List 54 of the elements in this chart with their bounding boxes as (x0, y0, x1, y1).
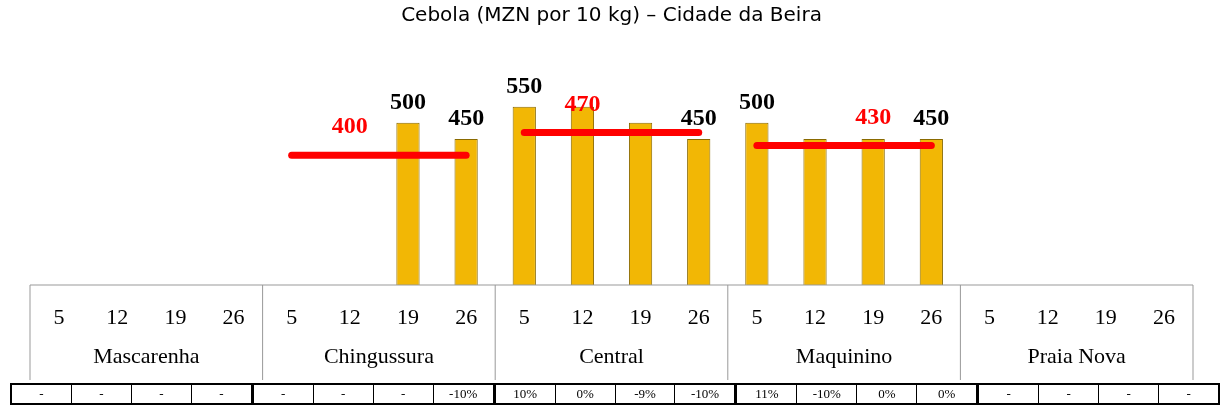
text: - (38, 385, 45, 403)
text: -10% (674, 385, 735, 403)
x-tick-label: 5 (53, 303, 65, 329)
x-tick-label: 19 (629, 303, 652, 329)
data-label: 450 (448, 104, 485, 131)
x-tick-label: 5 (518, 303, 530, 329)
text: - (130, 385, 191, 403)
text: -9% (614, 385, 675, 403)
x-tick-label: 12 (804, 303, 827, 329)
text: - (1158, 385, 1219, 403)
x-tick-label: 12 (571, 303, 594, 329)
data-label: 550 (506, 71, 543, 98)
text: Central (579, 342, 644, 368)
x-tick-label: 12 (106, 303, 129, 329)
text: - (1098, 385, 1159, 403)
text: - (190, 385, 251, 403)
x-tick-label: 26 (1152, 303, 1175, 329)
text: 10% (492, 385, 555, 403)
text: - (1038, 385, 1099, 403)
x-tick-label: 12 (338, 303, 361, 329)
text: 0% (554, 385, 615, 403)
text: 0% (856, 385, 917, 403)
x-tick-label: 5 (751, 303, 763, 329)
data-label: 400 (331, 112, 368, 139)
text: 11% (734, 385, 797, 403)
x-tick-label: 19 (1094, 303, 1117, 329)
chart-title: Cebola (MZN por 10 kg) – Cidade da Beira (401, 2, 822, 27)
text: - (372, 385, 433, 403)
x-tick-label: 19 (862, 303, 885, 329)
x-tick-label: 5 (983, 303, 995, 329)
text: Chingussura (323, 342, 435, 368)
data-label: 450 (913, 104, 950, 131)
text: - (312, 385, 373, 403)
text: - (976, 385, 1039, 403)
x-tick-label: 12 (1036, 303, 1059, 329)
data-label: 450 (680, 104, 717, 131)
x-tick-label: 26 (222, 303, 245, 329)
text: 0% (916, 385, 977, 403)
text: - (250, 385, 313, 403)
x-tick-label: 26 (920, 303, 943, 329)
data-label: 500 (738, 88, 775, 115)
text: Praia Nova (1027, 342, 1127, 368)
data-label: 430 (855, 102, 892, 129)
text: Mascarenha (93, 342, 200, 368)
x-tick-label: 5 (286, 303, 298, 329)
x-tick-label: 26 (687, 303, 710, 329)
text: Maquinino (795, 342, 893, 368)
x-tick-label: 26 (455, 303, 478, 329)
text: -10% (432, 385, 493, 403)
x-tick-label: 19 (164, 303, 187, 329)
x-tick-label: 19 (396, 303, 419, 329)
text: - (70, 385, 131, 403)
text: -10% (796, 385, 857, 403)
data-label: 500 (389, 88, 426, 115)
